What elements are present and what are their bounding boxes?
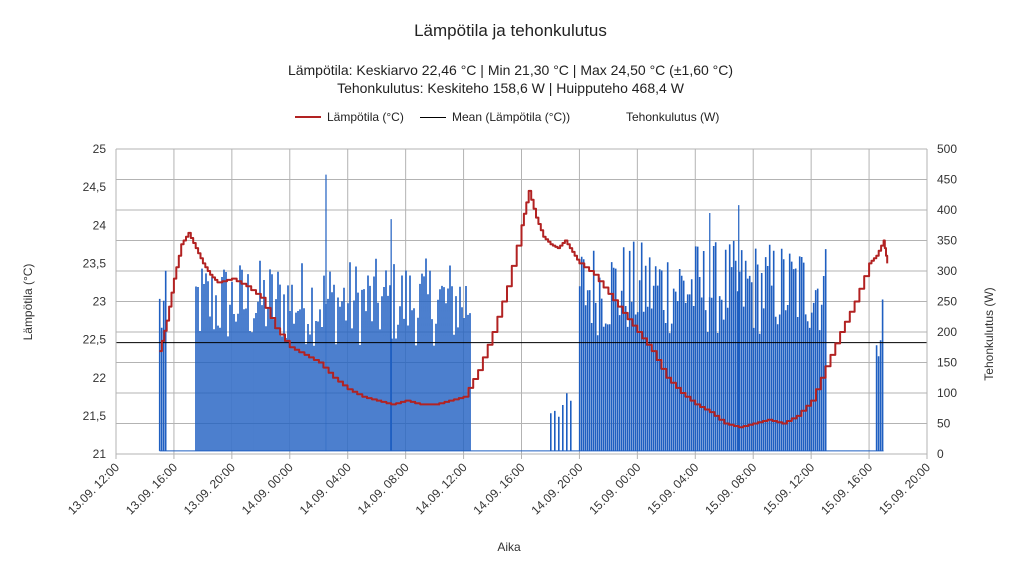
- legend-item-mean: Mean (Lämpötila (°C)): [420, 110, 570, 124]
- y-tick-label: 22,5: [83, 333, 107, 347]
- y2-tick-label: 100: [937, 386, 957, 400]
- power-line: [158, 240, 884, 452]
- y2-tick-label: 450: [937, 173, 957, 187]
- x-tick-label: 14.09. 04:00: [297, 460, 354, 517]
- y2-tick-label: 250: [937, 295, 957, 309]
- y2-axis-title: Tehonkulutus (W): [982, 287, 996, 380]
- x-tick-label: 15.09. 04:00: [644, 460, 701, 517]
- legend-label-temperature: Lämpötila (°C): [327, 110, 404, 124]
- x-tick-label: 15.09. 16:00: [818, 460, 875, 517]
- chart-legend: Lämpötila (°C) Mean (Lämpötila (°C)) Teh…: [0, 110, 1021, 128]
- y2-tick-label: 300: [937, 264, 957, 278]
- legend-swatch-mean: [420, 116, 446, 118]
- x-axis-title: Aika: [497, 540, 521, 554]
- x-tick-label: 14.09. 20:00: [528, 460, 585, 517]
- y2-tick-label: 400: [937, 203, 957, 217]
- plot-frame: [115, 149, 928, 455]
- x-axis-labels: 13.09. 12:00 13.09. 16:00 13.09. 20:00 14.0…: [65, 460, 933, 517]
- x-tick-label: 15.09. 20:00: [876, 460, 933, 517]
- y2-tick-label: 50: [937, 417, 951, 431]
- y-tick-label: 21,5: [83, 409, 107, 423]
- y-tick-label: 25: [93, 142, 107, 156]
- chart-subtitle-power: Tehonkulutus: Keskiteho 158,6 W | Huippu…: [337, 80, 684, 96]
- y-tick-label: 23,5: [83, 256, 107, 270]
- x-tick-label: 14.09. 08:00: [355, 460, 412, 517]
- y2-tick-label: 0: [937, 447, 944, 461]
- x-tick-label: 13.09. 20:00: [181, 460, 238, 517]
- x-tick-label: 15.09. 08:00: [702, 460, 759, 517]
- y-tick-label: 22: [93, 371, 107, 385]
- x-tick-label: 14.09. 16:00: [471, 460, 528, 517]
- chart-title: Lämpötila ja tehonkulutus: [414, 21, 607, 40]
- y2-tick-label: 500: [937, 142, 957, 156]
- legend-item-temperature: Lämpötila (°C): [295, 110, 404, 124]
- x-tick-label: 13.09. 12:00: [65, 460, 122, 517]
- y-tick-label: 24: [93, 218, 107, 232]
- temperature-line: [159, 189, 889, 429]
- legend-swatch-temperature: [295, 116, 321, 118]
- x-tick-label: 15.09. 00:00: [586, 460, 643, 517]
- x-tick-label: 15.09. 12:00: [760, 460, 817, 517]
- temperature-series: [159, 189, 889, 429]
- y2-axis-labels: 0 50 100 150 200 250 300 350 400 450 500: [937, 142, 957, 461]
- legend-label-mean: Mean (Lämpötila (°C)): [452, 110, 571, 124]
- y-tick-label: 24,5: [83, 180, 107, 194]
- chart-subtitle-temperature: Lämpötila: Keskiarvo 22,46 °C | Min 21,3…: [287, 62, 734, 78]
- x-tick-label: 14.09. 12:00: [413, 460, 470, 517]
- x-tick-label: 13.09. 16:00: [123, 460, 180, 517]
- y-axis-title: Lämpötila (°C): [21, 264, 35, 341]
- legend-item-power: Tehonkulutus (W): [594, 110, 719, 124]
- y-tick-label: 23: [93, 295, 107, 309]
- power-series: [158, 174, 884, 452]
- y2-tick-label: 200: [937, 325, 957, 339]
- x-tick-label: 14.09. 00:00: [239, 460, 296, 517]
- y-axis-labels: 21 21,5 22 22,5 23 23,5 24 24,5 25: [83, 142, 107, 461]
- y-tick-label: 21: [93, 447, 107, 461]
- y2-tick-label: 150: [937, 356, 957, 370]
- legend-label-power: Tehonkulutus (W): [626, 110, 720, 124]
- y2-tick-label: 350: [937, 234, 957, 248]
